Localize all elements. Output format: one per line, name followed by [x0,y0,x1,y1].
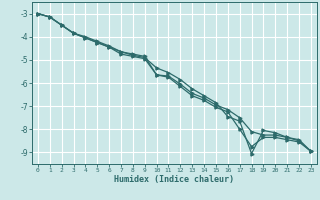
X-axis label: Humidex (Indice chaleur): Humidex (Indice chaleur) [115,175,234,184]
